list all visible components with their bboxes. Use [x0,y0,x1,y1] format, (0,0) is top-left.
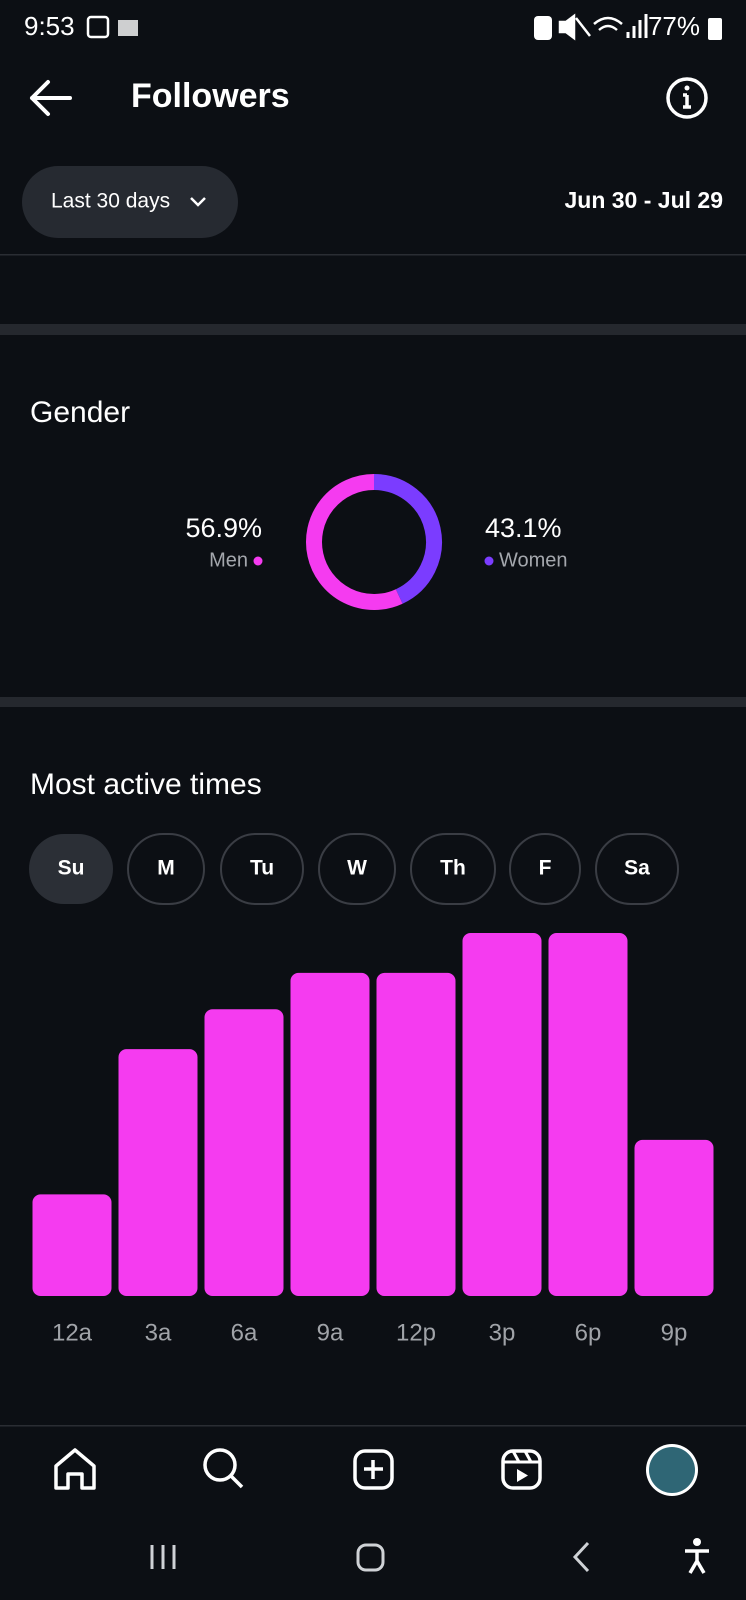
day-label: F [539,857,552,880]
pill-bg [29,834,113,904]
day-pill[interactable]: F [509,833,581,905]
create-plus [364,1460,383,1479]
x-tick-label: 12a [52,1319,93,1346]
legend-dot [484,556,494,566]
gender-percent: 43.1% [485,513,562,543]
accessibility-body [685,1549,709,1574]
battery-icon [708,18,722,40]
pill-bg [509,833,581,905]
donut-slice [373,474,442,604]
pill-bg [595,833,679,905]
app-icon [118,20,138,36]
profile-tab[interactable] [646,1444,698,1496]
back-button[interactable] [30,80,72,116]
divider [0,254,746,256]
x-tick-label: 9a [317,1319,344,1346]
info-dot [684,85,690,91]
day-pill[interactable]: Su [29,834,113,904]
recents-button[interactable] [150,1545,176,1569]
gallery-icon [86,15,110,39]
section-title: Most active times [30,768,262,801]
x-tick-label: 3p [489,1319,516,1346]
wifi-icon [593,16,623,31]
day-label: Su [58,857,85,880]
date-range: Jun 30 - Jul 29 [564,187,723,213]
home-tab[interactable] [54,1448,96,1490]
day-label: Sa [624,857,650,880]
accessibility-head [693,1538,701,1546]
bar [118,1049,198,1296]
reels-lines [503,1450,540,1464]
chevron [190,197,206,207]
system-back-button[interactable] [572,1541,590,1573]
pill-bg [318,833,396,905]
reels-tab[interactable] [501,1449,542,1490]
day-pill[interactable]: Sa [595,833,679,905]
x-tick-label: 3a [145,1319,172,1346]
day-label: M [157,857,175,880]
day-label: Th [440,857,466,880]
x-tick-label: 12p [396,1319,436,1346]
pill-bg [220,833,304,905]
mute-icon [558,13,591,41]
bar [548,933,628,1296]
signal-icon [626,14,648,38]
day-pill[interactable]: W [318,833,396,905]
x-tick-label: 9p [661,1319,688,1346]
gender-label: Women [499,549,568,571]
status-time: 9:53 [24,11,75,41]
bar [376,972,456,1296]
avatar [649,1447,695,1493]
saver-icon [534,16,552,40]
bar [290,972,370,1296]
info-button[interactable] [666,77,708,119]
accessibility-button[interactable] [685,1538,709,1574]
gender-percent: 56.9% [185,513,262,543]
info-glyph [683,93,691,109]
day-pill[interactable]: M [127,833,205,905]
day-label: Tu [250,857,274,880]
bar [204,1009,284,1296]
search-handle [229,1474,244,1489]
bar [462,933,542,1296]
create-tab[interactable] [353,1449,394,1490]
section-separator [0,324,746,335]
day-pill[interactable]: Th [410,833,496,905]
x-tick-label: 6a [231,1319,258,1346]
reels-box [501,1449,542,1490]
divider [0,1425,746,1427]
x-tick-label: 6p [575,1319,602,1346]
battery-level: 77% [648,11,700,41]
bar [634,1139,714,1296]
day-pill[interactable]: Tu [220,833,304,905]
section-title: Gender [30,396,130,429]
reels-play [517,1469,528,1482]
dropdown-bg [22,166,238,238]
legend-dot [253,556,263,566]
range-label: Last 30 days [51,190,170,213]
search-lens [203,1448,237,1482]
pill-bg [410,833,496,905]
home-button[interactable] [356,1543,385,1572]
range-dropdown[interactable]: Last 30 days [22,166,238,238]
pill-bg [127,833,205,905]
gender-label: Men [209,549,248,571]
day-label: W [347,857,367,880]
bar [32,1194,112,1296]
page-title: Followers [131,77,290,115]
search-tab[interactable] [203,1448,244,1489]
create-box [353,1449,394,1490]
info-circle [666,77,708,119]
donut-slice [306,474,403,610]
section-separator [0,697,746,707]
